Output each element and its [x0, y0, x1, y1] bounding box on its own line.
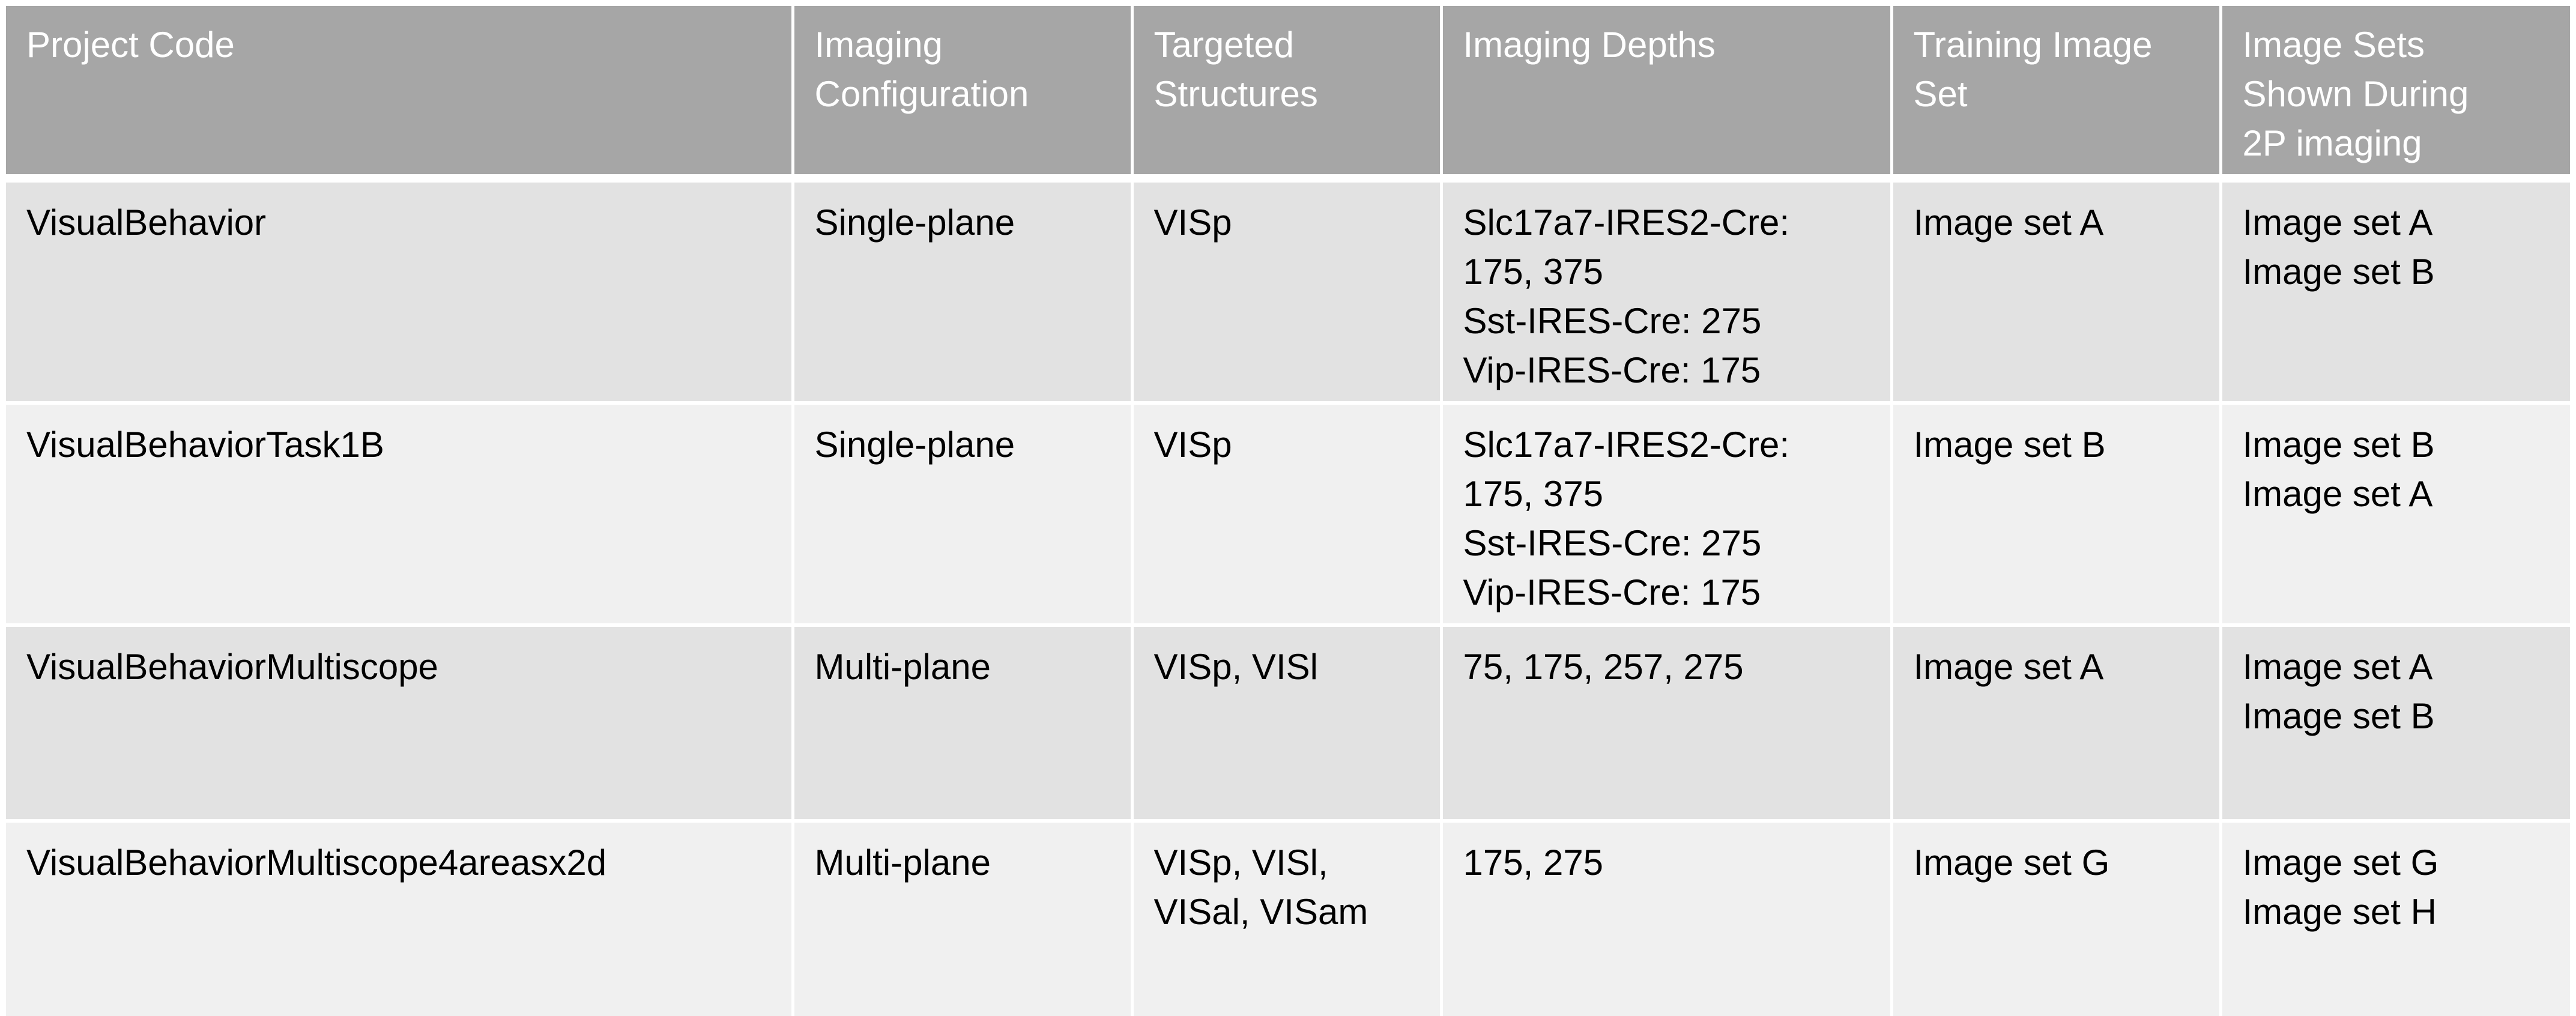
cell-imaging-configuration: Single-plane [793, 403, 1134, 627]
cell-image-sets-shown: Image set B Image set A [2221, 403, 2570, 627]
header-imaging-depths: Imaging Depths [1441, 6, 1893, 183]
cell-imaging-configuration: Single-plane [793, 178, 1134, 405]
header-image-sets-shown: Image Sets Shown During 2P imaging [2221, 6, 2570, 183]
cell-targeted-structures: VISp, VISl, VISal, VISam [1132, 821, 1443, 1016]
cell-image-sets-shown: Image set G Image set H [2221, 821, 2570, 1016]
cell-imaging-configuration: Multi-plane [793, 821, 1134, 1016]
cell-targeted-structures: VISp, VISl [1132, 625, 1443, 823]
cell-training-image-set: Image set G [1891, 821, 2222, 1016]
header-imaging-configuration: Imaging Configuration [793, 6, 1134, 183]
cell-imaging-depths: 175, 275 [1441, 821, 1893, 1016]
table-header: Project Code Imaging Configuration Targe… [6, 6, 2570, 183]
cell-targeted-structures: VISp [1132, 178, 1443, 405]
cell-training-image-set: Image set A [1891, 625, 2222, 823]
table-body: VisualBehavior Single-plane VISp Slc17a7… [6, 178, 2570, 1016]
table-row: VisualBehaviorMultiscope Multi-plane VIS… [6, 625, 2570, 823]
cell-training-image-set: Image set B [1891, 403, 2222, 627]
header-targeted-structures: Targeted Structures [1132, 6, 1443, 183]
table-row: VisualBehaviorMultiscope4areasx2d Multi-… [6, 821, 2570, 1016]
table-row: VisualBehavior Single-plane VISp Slc17a7… [6, 178, 2570, 405]
header-training-image-set: Training Image Set [1891, 6, 2222, 183]
project-table-container: Project Code Imaging Configuration Targe… [6, 6, 2570, 1016]
cell-imaging-configuration: Multi-plane [793, 625, 1134, 823]
header-row: Project Code Imaging Configuration Targe… [6, 6, 2570, 183]
cell-imaging-depths: Slc17a7-IRES2-Cre: 175, 375 Sst-IRES-Cre… [1441, 178, 1893, 405]
cell-imaging-depths: Slc17a7-IRES2-Cre: 175, 375 Sst-IRES-Cre… [1441, 403, 1893, 627]
cell-project-code: VisualBehavior [6, 178, 794, 405]
cell-project-code: VisualBehaviorMultiscope4areasx2d [6, 821, 794, 1016]
cell-image-sets-shown: Image set A Image set B [2221, 178, 2570, 405]
header-project-code: Project Code [6, 6, 794, 183]
cell-training-image-set: Image set A [1891, 178, 2222, 405]
table-row: VisualBehaviorTask1B Single-plane VISp S… [6, 403, 2570, 627]
cell-project-code: VisualBehaviorTask1B [6, 403, 794, 627]
project-table: Project Code Imaging Configuration Targe… [6, 6, 2570, 1016]
cell-targeted-structures: VISp [1132, 403, 1443, 627]
cell-imaging-depths: 75, 175, 257, 275 [1441, 625, 1893, 823]
cell-image-sets-shown: Image set A Image set B [2221, 625, 2570, 823]
cell-project-code: VisualBehaviorMultiscope [6, 625, 794, 823]
